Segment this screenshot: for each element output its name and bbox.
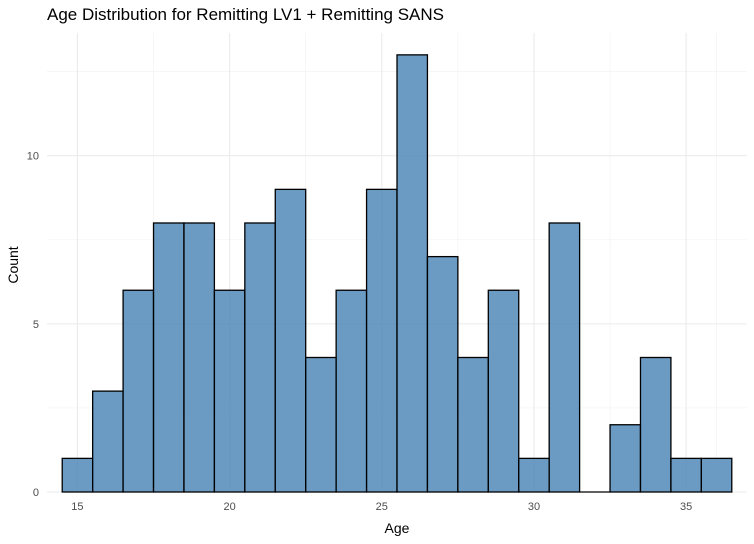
x-axis-ticks: 15 20 25 30 35 [71, 501, 692, 513]
histogram-bar [487, 289, 520, 493]
histogram-bar [274, 188, 307, 493]
x-tick-label: 35 [680, 501, 692, 513]
histogram-bar [609, 424, 642, 493]
histogram-bar [305, 356, 337, 493]
histogram-bar [213, 289, 246, 493]
x-tick-label: 30 [528, 501, 540, 513]
histogram-bar [92, 390, 124, 493]
histogram-bar [396, 54, 429, 493]
histogram-bar [457, 356, 489, 493]
y-tick-label: 0 [33, 487, 39, 499]
y-tick-label: 10 [27, 151, 39, 163]
histogram-bar [335, 289, 368, 493]
histogram-bar [152, 222, 185, 493]
y-axis-title: Count [5, 246, 21, 283]
chart-title: Age Distribution for Remitting LV1 + Rem… [47, 5, 444, 24]
histogram-bar [61, 457, 94, 493]
histogram-bar [365, 188, 398, 493]
histogram-bar [122, 289, 155, 493]
y-tick-label: 5 [33, 319, 39, 331]
histogram-bar [639, 356, 672, 493]
histogram-bar [670, 457, 702, 493]
histogram-bar [426, 255, 459, 493]
histogram-bar [700, 457, 733, 493]
histogram-bar [548, 222, 581, 493]
x-tick-label: 20 [223, 501, 235, 513]
histogram-bar [518, 457, 550, 493]
histogram-bar [183, 222, 216, 493]
histogram-bar [244, 222, 276, 493]
bars [61, 54, 733, 493]
x-tick-label: 25 [376, 501, 388, 513]
x-axis-title: Age [385, 520, 410, 536]
x-tick-label: 15 [71, 501, 83, 513]
y-axis-ticks: 0 5 10 [27, 151, 39, 499]
